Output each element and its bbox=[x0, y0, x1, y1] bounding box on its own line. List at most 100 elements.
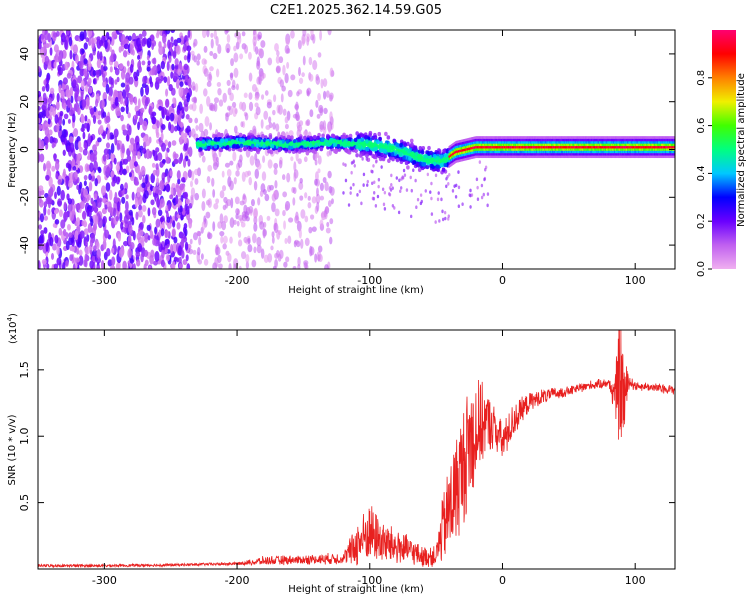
spectrogram-cell bbox=[438, 158, 442, 164]
spectrogram-cell bbox=[252, 208, 258, 219]
spectrogram-cell bbox=[173, 236, 178, 244]
spectrogram-cell bbox=[77, 140, 82, 149]
spectrogram-cell bbox=[207, 164, 213, 172]
spectrogram-cell bbox=[190, 50, 195, 56]
spectrogram-cell bbox=[57, 179, 62, 185]
spectrogram-cell bbox=[81, 48, 85, 54]
spectrogram-cell bbox=[365, 139, 369, 144]
spectrogram-cell bbox=[123, 43, 129, 50]
spectrogram-cell bbox=[66, 72, 72, 79]
spectrogram-cell bbox=[307, 195, 311, 201]
spectrogram-cell bbox=[334, 149, 338, 155]
spectrogram-cell bbox=[156, 197, 160, 208]
spectrogram-cell bbox=[293, 240, 297, 248]
spectrogram-cell bbox=[179, 35, 185, 45]
spectrogram-cell bbox=[241, 31, 246, 37]
spectrogram-cell bbox=[274, 259, 278, 268]
spectrogram-cell bbox=[268, 116, 272, 124]
spectrogram-cell bbox=[97, 167, 102, 174]
spectrogram-cell bbox=[356, 134, 361, 140]
spectrogram-cell bbox=[76, 249, 80, 255]
spectrogram-cell bbox=[122, 240, 129, 247]
spectrogram-cell bbox=[231, 144, 236, 149]
spectrogram-cell bbox=[373, 135, 378, 140]
spectrogram-cell bbox=[161, 106, 165, 117]
spectrogram-cell bbox=[326, 221, 330, 228]
spectrogram-cell bbox=[128, 209, 133, 216]
spectrogram-cell bbox=[259, 70, 265, 82]
spectrogram-cell bbox=[120, 114, 124, 122]
spectrogram-cell bbox=[166, 76, 171, 87]
spectrogram-cell bbox=[195, 141, 200, 147]
spectrogram-cell bbox=[418, 146, 423, 151]
spectrogram-cell bbox=[239, 101, 243, 110]
spectrogram-cell bbox=[72, 263, 76, 269]
spectrogram-cell bbox=[183, 135, 188, 145]
spectrogram-cell bbox=[152, 57, 157, 65]
spectrogram-cell bbox=[38, 195, 42, 204]
spectrogram-cell bbox=[171, 261, 176, 269]
spectrogram-cell bbox=[248, 206, 254, 214]
spectrogram-cell bbox=[220, 138, 225, 143]
spectrogram-cell bbox=[311, 196, 317, 204]
spectrogram-cell bbox=[264, 193, 270, 202]
spectrogram-cell bbox=[151, 42, 155, 50]
spectrogram-cell bbox=[376, 151, 381, 157]
spectrogram-cell bbox=[317, 245, 323, 253]
spectrogram-cell bbox=[58, 119, 62, 126]
spectrogram-cell bbox=[114, 67, 120, 76]
spectrogram-cell bbox=[38, 105, 41, 111]
spectrogram-cell bbox=[164, 229, 169, 238]
spectrogram-cell bbox=[239, 137, 243, 143]
spectrogram-cell bbox=[165, 88, 169, 97]
spectrogram-cell bbox=[212, 161, 218, 171]
spectrogram-cell bbox=[201, 221, 206, 231]
spectrogram-cell bbox=[253, 146, 257, 152]
spectrogram-cell bbox=[88, 181, 93, 192]
spectrogram-cell bbox=[77, 107, 81, 116]
spectrogram-cell bbox=[232, 151, 237, 162]
spectrogram-cell bbox=[79, 200, 85, 210]
spectrogram-cell bbox=[141, 82, 147, 89]
spectrogram-cell bbox=[138, 116, 144, 126]
spectrogram-cell bbox=[170, 30, 176, 33]
spectrogram-cell bbox=[115, 215, 119, 222]
spectrogram-cell bbox=[46, 263, 50, 269]
spectrogram-cell bbox=[87, 133, 91, 144]
spectrogram-cell bbox=[90, 197, 94, 205]
spectrogram-cell bbox=[99, 51, 103, 62]
spectrogram-cell bbox=[186, 53, 191, 63]
spectrogram-cell bbox=[54, 191, 57, 200]
spectrogram-cell bbox=[114, 79, 118, 85]
chart-title: C2E1.2025.362.14.59.G05 bbox=[270, 3, 442, 18]
spectrogram-cell bbox=[110, 77, 114, 86]
spectrogram-cell bbox=[197, 230, 202, 237]
spectrogram-cell bbox=[328, 138, 333, 143]
spectrogram-cell bbox=[78, 249, 83, 256]
spectrogram-cell bbox=[138, 43, 142, 52]
spectrogram-cell bbox=[73, 128, 79, 137]
spectrogram-cell bbox=[179, 136, 183, 145]
spectrogram-cell bbox=[134, 197, 138, 209]
spectrogram-cell bbox=[57, 198, 63, 207]
spectrogram-cell bbox=[189, 104, 194, 110]
spectrogram-cell bbox=[103, 59, 107, 67]
spectrogram-cell bbox=[260, 119, 264, 129]
spectrogram-cell bbox=[284, 237, 288, 245]
spectrogram-cell bbox=[201, 139, 206, 144]
spectrogram-cell bbox=[319, 182, 324, 192]
spectrogram-cell bbox=[227, 253, 232, 263]
spectrogram-cell bbox=[109, 66, 113, 73]
spectrogram-cell bbox=[177, 68, 181, 76]
spectrogram-cell bbox=[182, 158, 187, 168]
spectrogram-cell bbox=[72, 79, 77, 88]
spectrogram-heatmap bbox=[38, 30, 675, 269]
spectrogram-cell bbox=[293, 171, 297, 182]
spectrogram-cell bbox=[154, 251, 160, 262]
spectrogram-cell bbox=[43, 136, 49, 144]
spectrogram-cell bbox=[179, 205, 183, 213]
spectrogram-cell bbox=[287, 235, 292, 244]
spectrogram-cell bbox=[155, 218, 161, 228]
spectrogram-cell bbox=[196, 53, 201, 61]
spectrogram-cell bbox=[166, 147, 170, 153]
